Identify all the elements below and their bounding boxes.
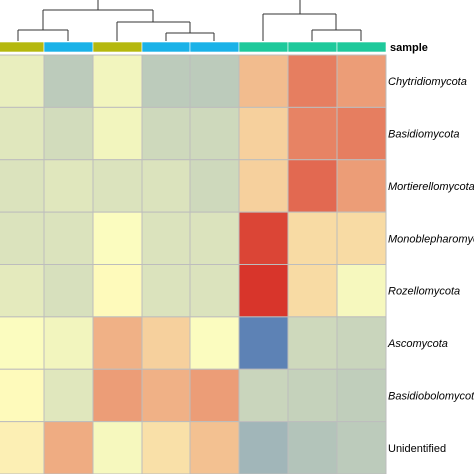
heatmap-cell: [238, 368, 289, 423]
heatmap-cell: [92, 316, 143, 370]
heatmap-cell: [336, 368, 387, 423]
row-label: Basidiobolomycota: [388, 390, 474, 402]
annotation-cell: [43, 41, 94, 53]
row-label: Mortierellomycota: [388, 181, 474, 193]
heatmap-cell: [43, 211, 94, 265]
heatmap-cell: [189, 54, 240, 108]
heatmap-cell: [141, 211, 191, 265]
heatmap-cell: [336, 421, 387, 474]
heatmap-cell: [189, 159, 240, 213]
annotation-title: sample: [390, 42, 428, 54]
heatmap-cell: [141, 106, 191, 161]
heatmap-cell: [189, 421, 240, 474]
row-label: Basidiomycota: [388, 129, 460, 141]
heatmap-cell: [0, 264, 45, 318]
heatmap-cell: [0, 421, 45, 474]
annotation-cell: [287, 41, 338, 53]
heatmap-cell: [189, 106, 240, 161]
heatmap-cell: [141, 54, 191, 108]
heatmap-cell: [238, 316, 289, 370]
heatmap-cell: [92, 368, 143, 423]
heatmap-cell: [0, 316, 45, 370]
heatmap-cell: [43, 106, 94, 161]
heatmap-cell: [238, 159, 289, 213]
heatmap-cell: [189, 316, 240, 370]
heatmap-cell: [336, 159, 387, 213]
heatmap-cell: [141, 159, 191, 213]
column-dendrogram: [17, 0, 362, 41]
heatmap-cell: [238, 421, 289, 474]
heatmap-cell: [189, 211, 240, 265]
heatmap-cell: [43, 54, 94, 108]
heatmap-cell: [0, 106, 45, 161]
heatmap-cell: [43, 368, 94, 423]
heatmap-cell: [0, 54, 45, 108]
heatmap-cell: [189, 368, 240, 423]
heatmap-cell: [336, 316, 387, 370]
row-label: Chytridiomycota: [388, 76, 467, 88]
heatmap-cell: [287, 368, 338, 423]
heatmap-cell: [43, 264, 94, 318]
heatmap-cell: [287, 106, 338, 161]
heatmap-cell: [287, 211, 338, 265]
heatmap-cell: [141, 421, 191, 474]
annotation-cell: [238, 41, 289, 53]
heatmap-cell: [238, 106, 289, 161]
heatmap-cell: [287, 316, 338, 370]
heatmap-cell: [336, 54, 387, 108]
annotation-cell: [336, 41, 387, 53]
heatmap-cell: [0, 211, 45, 265]
heatmap-cell: [43, 316, 94, 370]
heatmap-cell: [189, 264, 240, 318]
heatmap-cell: [43, 159, 94, 213]
annotation-cell: [141, 41, 191, 53]
row-labels: Chytridiomycota Basidiomycota Mortierellom…: [387, 76, 474, 455]
heatmap-cell: [0, 159, 45, 213]
sample-annotation-bar: [0, 41, 387, 53]
heatmap-cell: [287, 421, 338, 474]
heatmap-cell: [92, 54, 143, 108]
heatmap-cell: [92, 421, 143, 474]
row-label: Rozellomycota: [388, 286, 460, 298]
heatmap-cell: [287, 264, 338, 318]
heatmap-cell: [92, 264, 143, 318]
row-label: Ascomycota: [387, 338, 448, 350]
heatmap-cell: [141, 368, 191, 423]
heatmap-cell: [287, 159, 338, 213]
heatmap-cell: [336, 264, 387, 318]
heatmap-cell: [336, 211, 387, 265]
row-label: Unidentified: [388, 443, 446, 455]
heatmap-cell: [141, 264, 191, 318]
heatmap-cell: [238, 211, 289, 265]
heatmap-cells: [0, 54, 387, 474]
heatmap-cell: [92, 159, 143, 213]
annotation-cell: [92, 41, 143, 53]
heatmap-cell: [287, 54, 338, 108]
annotation-cell: [0, 41, 45, 53]
heatmap-cell: [238, 264, 289, 318]
heatmap-cell: [43, 421, 94, 474]
heatmap-cell: [141, 316, 191, 370]
heatmap-cell: [336, 106, 387, 161]
annotation-cell: [189, 41, 240, 53]
heatmap-cell: [238, 54, 289, 108]
row-label: Monoblepharomycota: [388, 233, 474, 245]
heatmap-cell: [92, 106, 143, 161]
heatmap-cell: [92, 211, 143, 265]
heatmap-cell: [0, 368, 45, 423]
